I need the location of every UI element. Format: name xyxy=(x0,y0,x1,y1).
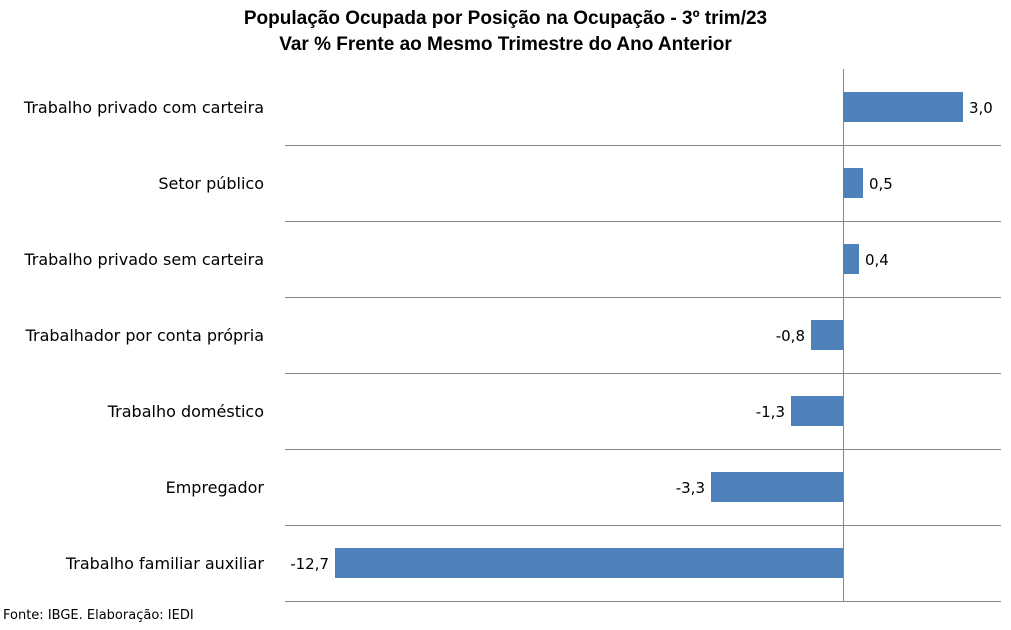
data-label: -0,8 xyxy=(776,327,805,345)
data-label: -12,7 xyxy=(290,555,329,573)
chart-title-line: População Ocupada por Posição na Ocupaçã… xyxy=(243,8,768,29)
bar xyxy=(711,472,843,502)
data-label: 3,0 xyxy=(969,99,993,117)
bar xyxy=(811,320,843,350)
category-label: Trabalho familiar auxiliar xyxy=(65,554,265,573)
source-note: Fonte: IBGE. Elaboração: IEDI xyxy=(3,608,194,623)
bar xyxy=(335,548,843,578)
chart-title: População Ocupada por Posição na Ocupaçã… xyxy=(0,6,1011,58)
category-label: Trabalho privado sem carteira xyxy=(23,250,264,269)
category-label: Trabalhador por conta própria xyxy=(25,326,264,345)
data-label: -1,3 xyxy=(756,403,785,421)
category-label: Trabalho doméstico xyxy=(107,402,264,421)
data-label: -3,3 xyxy=(676,479,705,497)
bar xyxy=(843,244,859,274)
bar xyxy=(843,168,863,198)
bar xyxy=(843,92,963,122)
category-label: Setor público xyxy=(158,174,264,193)
chart-subtitle-line: Var % Frente ao Mesmo Trimestre do Ano A… xyxy=(279,34,732,55)
category-label: Trabalho privado com carteira xyxy=(23,98,264,117)
data-label: 0,5 xyxy=(869,175,893,193)
bar xyxy=(791,396,843,426)
category-label: Empregador xyxy=(166,478,265,497)
data-label: 0,4 xyxy=(865,251,889,269)
